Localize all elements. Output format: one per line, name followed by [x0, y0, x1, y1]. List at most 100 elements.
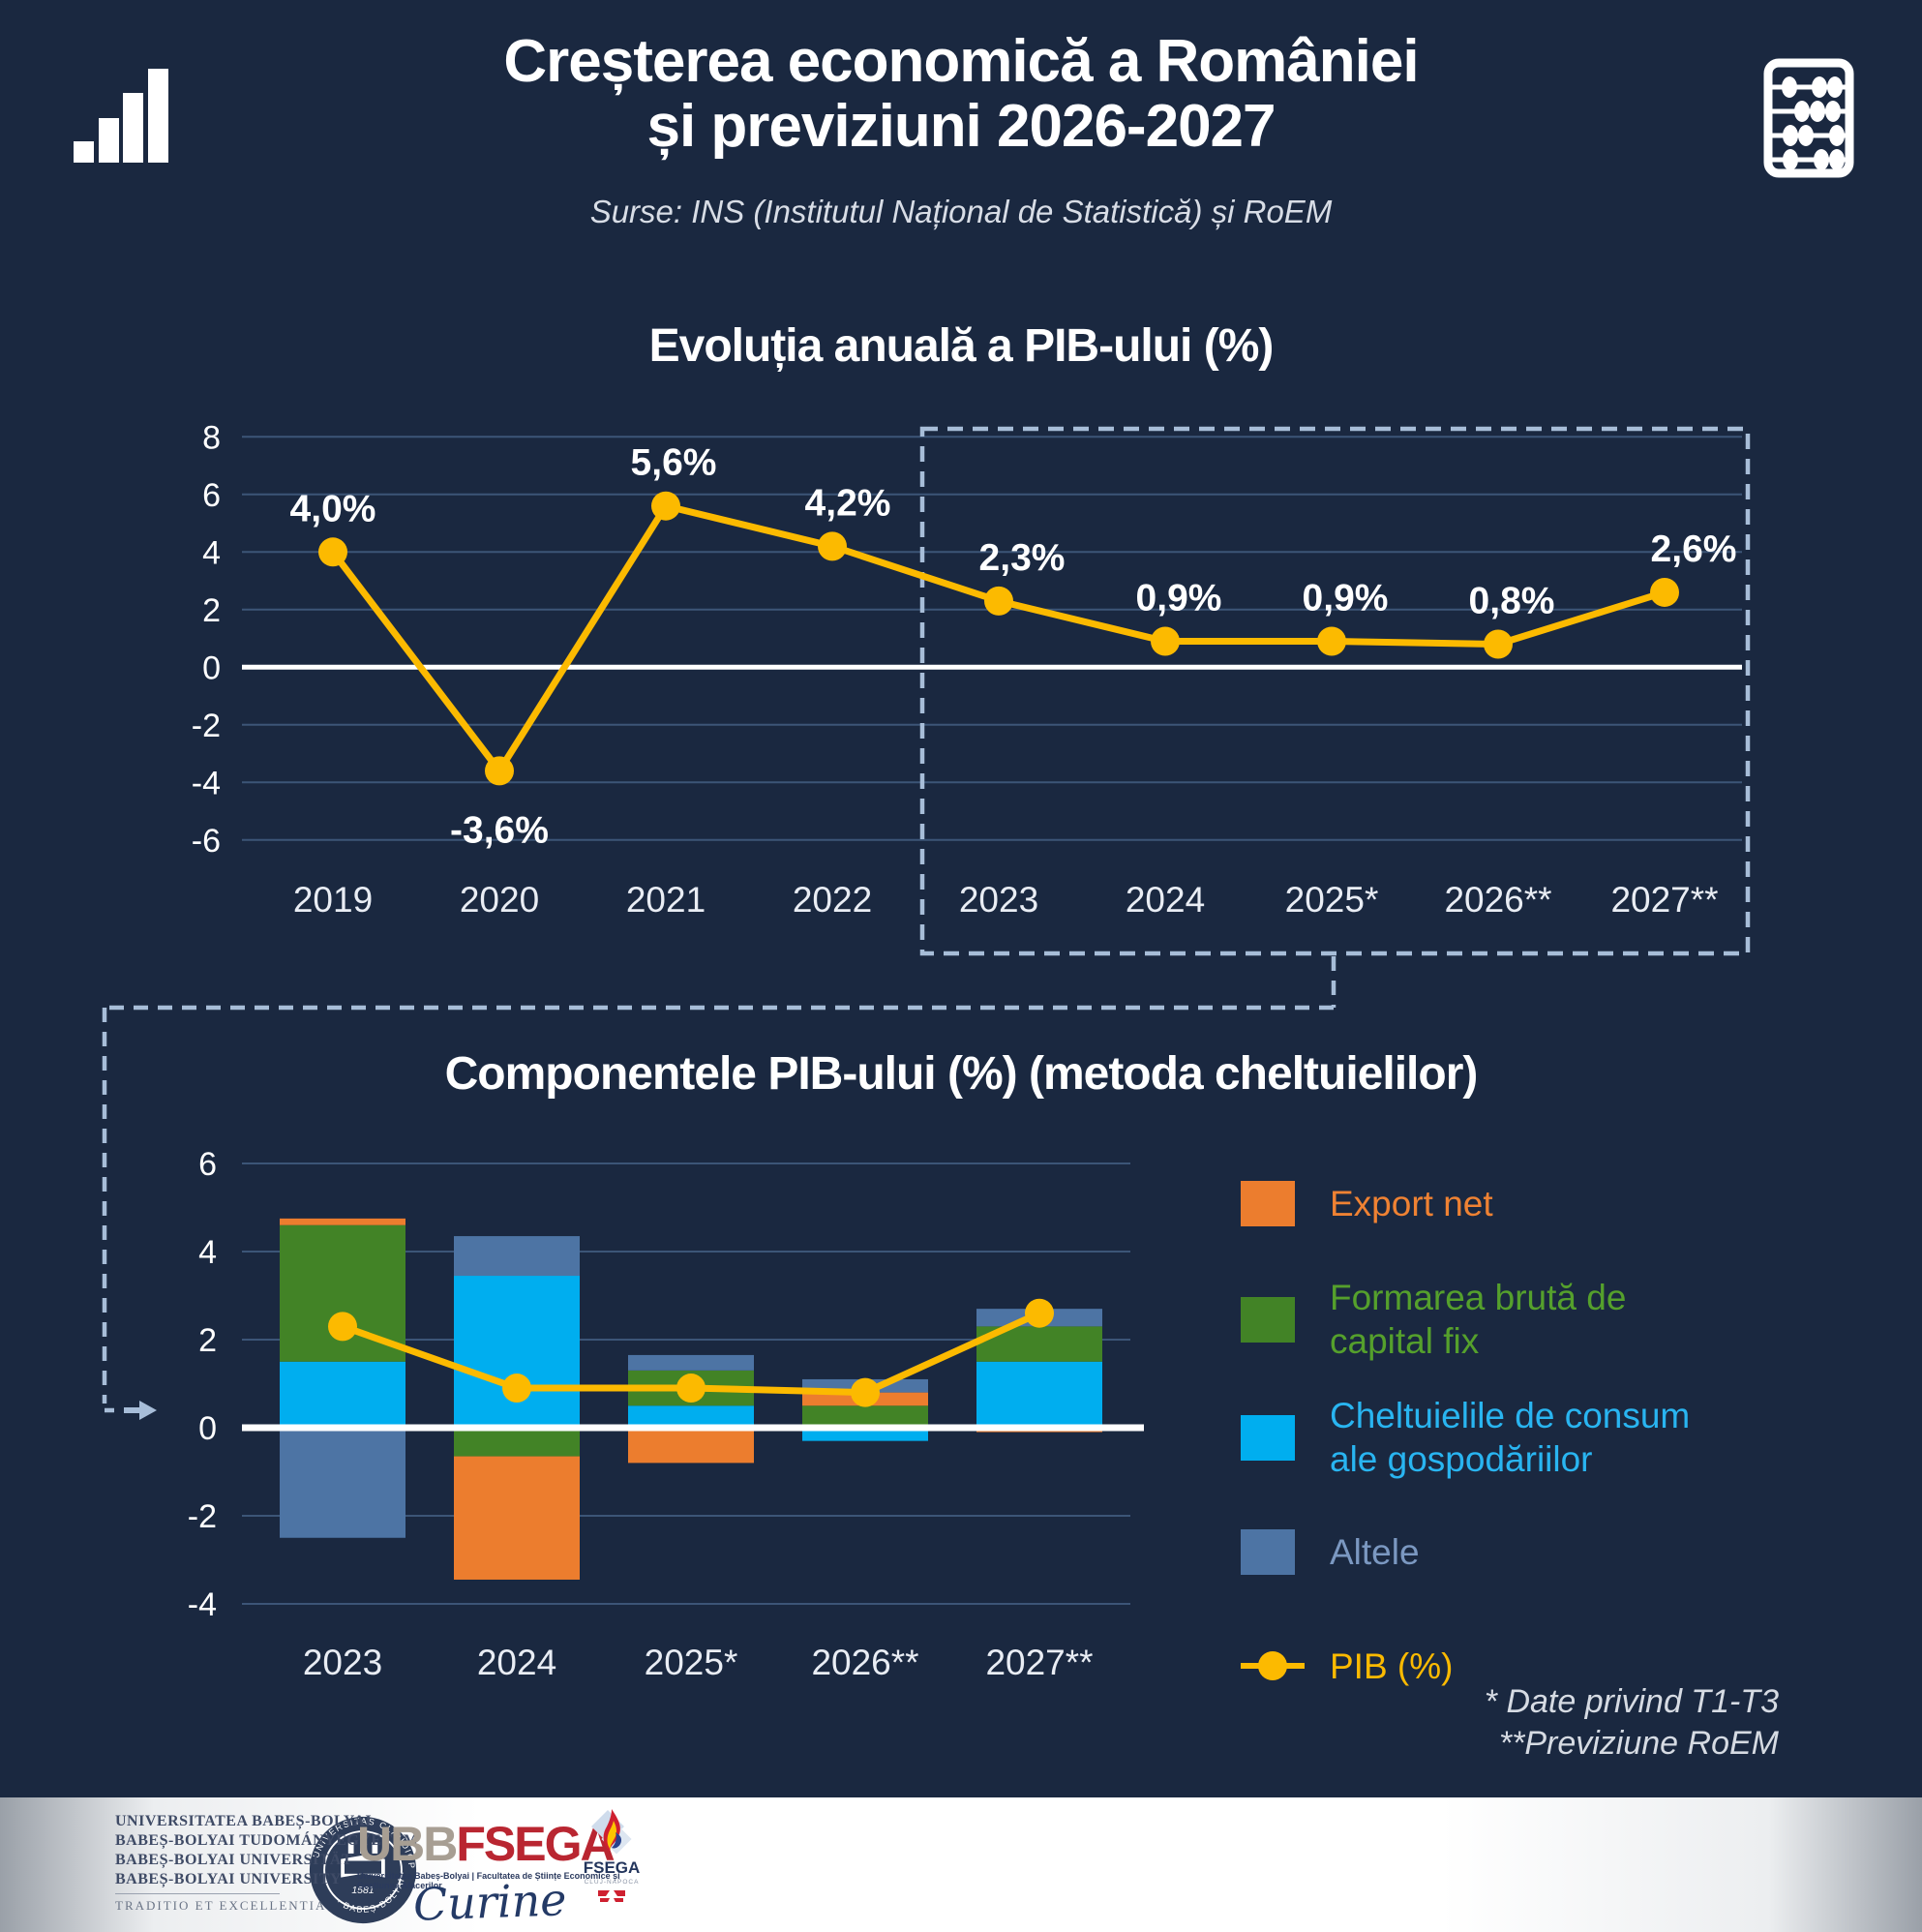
ubb-seal-logo: UNIVERSITAS CLAUDIOPOLITANA · BABEȘ-BOLY… [308, 1815, 417, 1924]
legend-label-capital: Formarea brută de capital fix [1330, 1278, 1627, 1361]
pib-point [818, 531, 847, 561]
svg-text:FSEGA: FSEGA [584, 1858, 641, 1877]
legend-swatch-capital [1241, 1296, 1295, 1343]
x-category-label: 2025* [645, 1643, 738, 1682]
x-category-label: 2023 [959, 880, 1038, 920]
pib-point [328, 1312, 357, 1342]
point-label: 5,6% [631, 442, 717, 484]
x-category-label: 2023 [303, 1643, 382, 1682]
pib-point [485, 756, 514, 786]
footnote-2: **Previziune RoEM [1498, 1725, 1779, 1762]
bar-segment-consum [976, 1361, 1102, 1428]
y-tick-label: 0 [198, 1410, 217, 1447]
legend-label-pib: PIB (%) [1330, 1645, 1454, 1686]
pib-point [676, 1374, 706, 1404]
x-category-label: 2020 [460, 880, 539, 920]
x-category-label: 2024 [1126, 880, 1205, 920]
bar-segment-export [454, 1456, 580, 1580]
bar-segment-altele [454, 1236, 580, 1277]
bar-segment-consum [280, 1361, 405, 1428]
pib-point [851, 1377, 880, 1407]
pib-point [1317, 626, 1346, 656]
bar-segment-consum [628, 1405, 754, 1428]
legend-label-altele: Altele [1330, 1531, 1420, 1572]
legend-swatch-altele [1241, 1528, 1295, 1575]
wordmark-fsega: FSEGA [456, 1817, 615, 1871]
point-label: -3,6% [450, 809, 549, 851]
pib-point [651, 491, 680, 521]
legend-item-pib: PIB (%) [1241, 1619, 1453, 1712]
x-category-label: 2022 [793, 880, 872, 920]
y-tick-label: 6 [202, 477, 221, 514]
line-chart-title: Evoluția anuală a PIB-ului (%) [648, 320, 1275, 372]
legend-swatch-consum [1241, 1414, 1295, 1461]
forecast-box [919, 426, 1751, 956]
page-title: Creșterea economică a României și previz… [0, 29, 1922, 159]
point-label: 4,2% [805, 482, 891, 524]
sources-subtitle: Surse: INS (Institutul Național de Stati… [589, 194, 1333, 229]
point-label: 4,0% [290, 488, 376, 529]
legend-item-consum: Cheltuielile de consum ale gospodăriilor [1241, 1391, 1690, 1484]
point-label: 0,8% [1469, 581, 1555, 622]
pib-point [1484, 629, 1513, 659]
page-title-line1: Creșterea economică a României [503, 28, 1419, 95]
y-tick-label: 4 [198, 1234, 217, 1271]
x-category-label: 2025* [1285, 880, 1379, 920]
university-name-line: BABEȘ-BOLYAI UNIVERSITY [115, 1871, 342, 1887]
x-category-label: 2027** [985, 1643, 1093, 1682]
pib-point [1025, 1298, 1054, 1328]
bar-segment-export [280, 1218, 405, 1225]
legend: Export net Formarea brută de capital fix C… [1241, 1157, 1860, 1776]
svg-text:1581: 1581 [351, 1886, 374, 1896]
wordmark-ubb: UBB [357, 1817, 458, 1871]
gdp-components-bar-chart: 6 4 2 0 -2 -4 2023 2024 2025* 2026** 2027** [188, 1146, 1144, 1682]
y-tick-label: 8 [202, 419, 221, 456]
svg-text:CLUJ-NAPOCA: CLUJ-NAPOCA [585, 1879, 640, 1886]
legend-label-consum: Cheltuielile de consum ale gospodăriilor [1330, 1396, 1691, 1479]
bar-segment-export [628, 1428, 754, 1464]
y-tick-label: -6 [192, 823, 221, 860]
footnote-1: * Date privind T1-T3 [1484, 1683, 1779, 1720]
y-tick-label: 0 [202, 649, 221, 686]
y-tick-label: 4 [202, 534, 221, 571]
pib-point [984, 586, 1013, 616]
fsega-signature: Curine [412, 1873, 568, 1931]
x-category-label: 2024 [477, 1643, 556, 1682]
pib-point [502, 1374, 531, 1404]
fsega-tagline: Universitatea Babeș-Bolyai | Facultatea … [357, 1871, 620, 1890]
abacus-icon [1763, 58, 1854, 178]
bar-chart-icon [74, 69, 168, 163]
x-category-label: 2021 [626, 880, 706, 920]
x-category-label: 2019 [293, 880, 373, 920]
legend-item-capital: Formarea brută de capital fix [1241, 1273, 1626, 1366]
university-name-line: BABEȘ-BOLYAI UNIVERSITÄT [115, 1852, 353, 1868]
fsega-emblem: FSEGA CLUJ-NAPOCA [584, 1809, 641, 1902]
footer-band: UNIVERSITAS CLAUDIOPOLITANA · BABEȘ-BOLY… [0, 1797, 1922, 1932]
legend-label-export: Export net [1330, 1183, 1493, 1223]
page-title-line2: și previziuni 2026-2027 [646, 93, 1276, 160]
legend-item-export: Export net [1241, 1157, 1493, 1250]
bar-segment-consum [454, 1276, 580, 1428]
university-name-line: UNIVERSITATEA BABEȘ-BOLYAI [115, 1813, 373, 1829]
x-category-label: 2026** [1444, 880, 1551, 920]
point-label: 0,9% [1303, 578, 1389, 619]
ubbfsega-wordmark: UBBFSEGA [357, 1817, 616, 1871]
bar-segment-capital [802, 1405, 928, 1428]
pib-point [1650, 577, 1679, 607]
y-tick-label: -2 [188, 1498, 217, 1535]
gdp-line-chart: 8 6 4 2 0 -2 -4 -6 4,0% 2019 -3,6% 2020 5,6% 2021 4,2%… [192, 419, 1751, 956]
legend-swatch-export [1241, 1180, 1295, 1226]
university-name-line: BABEȘ-BOLYAI TUDOMÁNYEGYETEM [115, 1832, 419, 1849]
point-label: 2,3% [979, 537, 1066, 579]
x-category-label: 2026** [811, 1643, 918, 1682]
bar-chart-title: Componentele PIB-ului (%) (metoda cheltu… [444, 1048, 1479, 1100]
point-label: 2,6% [1651, 528, 1737, 570]
footnotes: * Date privind T1-T3 **Previziune RoEM [1485, 1681, 1779, 1765]
y-tick-label: -2 [192, 708, 221, 744]
y-tick-label: 2 [198, 1322, 217, 1359]
pib-line-icon [1241, 1651, 1305, 1680]
bar-segment-altele [628, 1354, 754, 1371]
x-category-label: 2027** [1610, 880, 1718, 920]
point-label: 0,9% [1136, 578, 1222, 619]
